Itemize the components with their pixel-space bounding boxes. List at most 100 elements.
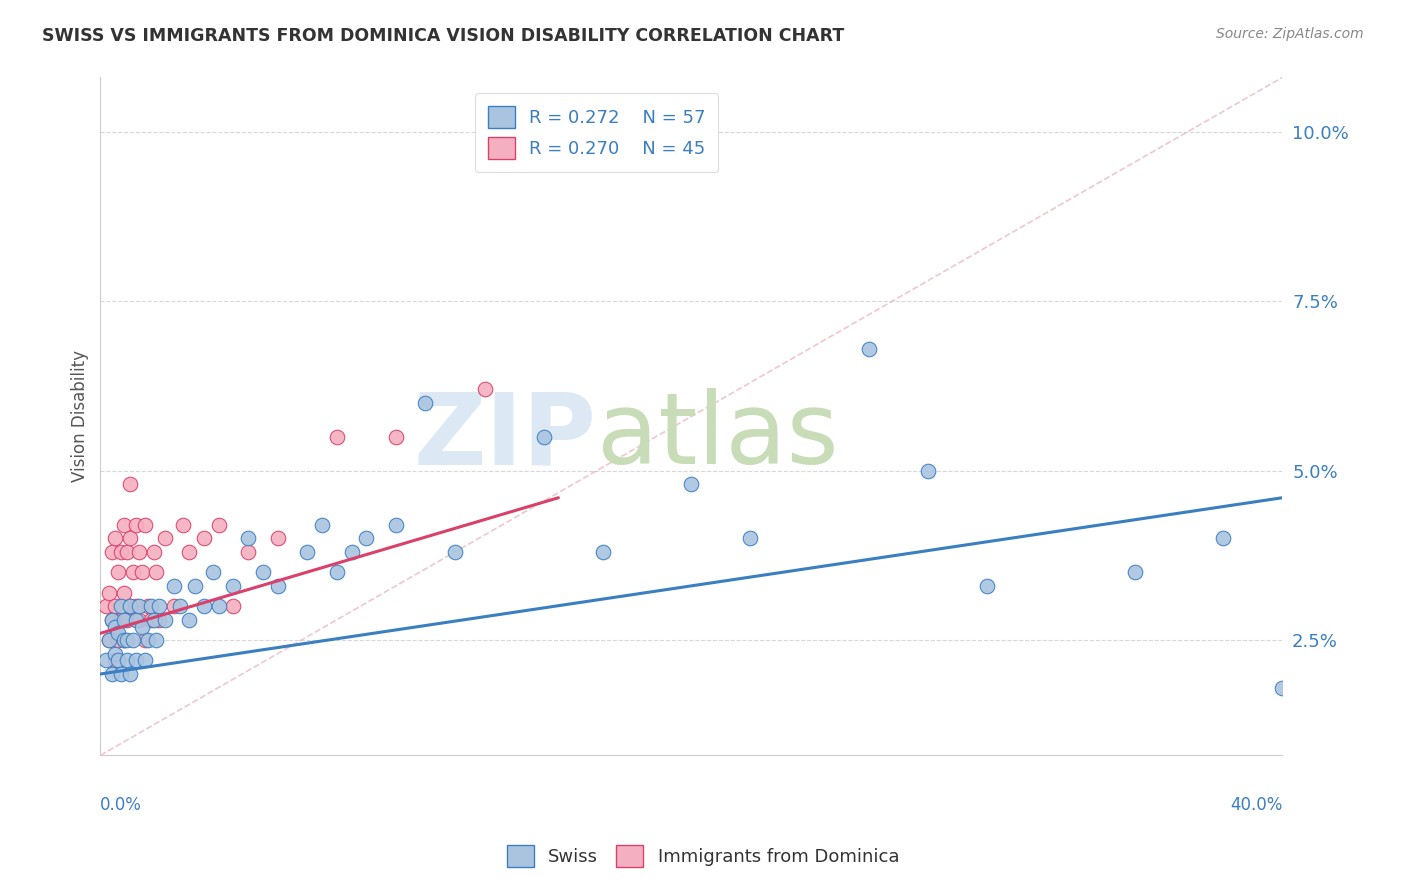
Point: [96, 653, 118, 667]
Text: Source: ZipAtlas.com: Source: ZipAtlas.com: [1216, 27, 1364, 41]
Text: atlas: atlas: [596, 388, 838, 485]
Point: [326, 566, 349, 580]
Point: [101, 613, 124, 627]
Point: [118, 599, 141, 614]
Point: [104, 532, 127, 546]
Point: [385, 430, 408, 444]
Point: [115, 653, 138, 667]
Point: [128, 613, 150, 627]
Point: [115, 613, 138, 627]
Text: ZIP: ZIP: [413, 388, 596, 485]
Point: [96, 599, 118, 614]
Point: [236, 532, 259, 546]
Point: [128, 599, 150, 614]
Point: [172, 517, 194, 532]
Point: [104, 653, 127, 667]
Point: [131, 566, 153, 580]
Point: [98, 633, 121, 648]
Point: [121, 633, 143, 648]
Point: [134, 517, 156, 532]
Point: [118, 599, 141, 614]
Point: [112, 633, 135, 648]
Point: [1212, 532, 1234, 546]
Legend: R = 0.272    N = 57, R = 0.270    N = 45: R = 0.272 N = 57, R = 0.270 N = 45: [475, 94, 718, 171]
Point: [340, 545, 363, 559]
Point: [356, 532, 378, 546]
Point: [444, 545, 467, 559]
Text: 0.0%: 0.0%: [100, 796, 142, 814]
Point: [858, 342, 880, 356]
Point: [104, 619, 127, 633]
Point: [98, 585, 121, 599]
Point: [112, 585, 135, 599]
Point: [533, 430, 555, 444]
Point: [1123, 566, 1146, 580]
Point: [148, 599, 170, 614]
Point: [155, 613, 177, 627]
Text: SWISS VS IMMIGRANTS FROM DOMINICA VISION DISABILITY CORRELATION CHART: SWISS VS IMMIGRANTS FROM DOMINICA VISION…: [42, 27, 845, 45]
Point: [110, 613, 132, 627]
Point: [118, 667, 141, 681]
Point: [266, 532, 288, 546]
Point: [134, 633, 156, 648]
Point: [207, 599, 229, 614]
Point: [592, 545, 614, 559]
Point: [145, 566, 167, 580]
Text: 40.0%: 40.0%: [1230, 796, 1282, 814]
Point: [112, 633, 135, 648]
Point: [193, 532, 215, 546]
Point: [148, 613, 170, 627]
Point: [107, 653, 129, 667]
Point: [118, 477, 141, 491]
Point: [125, 613, 148, 627]
Point: [136, 599, 159, 614]
Point: [134, 653, 156, 667]
Point: [110, 667, 132, 681]
Point: [201, 566, 224, 580]
Point: [136, 633, 159, 648]
Point: [155, 532, 177, 546]
Point: [118, 532, 141, 546]
Point: [142, 545, 165, 559]
Point: [110, 545, 132, 559]
Point: [415, 396, 437, 410]
Point: [474, 382, 496, 396]
Point: [110, 599, 132, 614]
Point: [112, 517, 135, 532]
Point: [107, 633, 129, 648]
Point: [104, 647, 127, 661]
Point: [101, 545, 124, 559]
Point: [1271, 681, 1294, 695]
Point: [112, 613, 135, 627]
Point: [121, 566, 143, 580]
Point: [139, 599, 162, 614]
Point: [131, 619, 153, 633]
Y-axis label: Vision Disability: Vision Disability: [72, 351, 89, 483]
Point: [266, 579, 288, 593]
Point: [104, 599, 127, 614]
Point: [107, 626, 129, 640]
Point: [385, 517, 408, 532]
Point: [917, 464, 939, 478]
Point: [236, 545, 259, 559]
Point: [193, 599, 215, 614]
Point: [145, 633, 167, 648]
Legend: Swiss, Immigrants from Dominica: Swiss, Immigrants from Dominica: [499, 838, 907, 874]
Point: [222, 599, 245, 614]
Point: [326, 430, 349, 444]
Point: [177, 613, 200, 627]
Point: [976, 579, 998, 593]
Point: [740, 532, 762, 546]
Point: [115, 545, 138, 559]
Point: [128, 545, 150, 559]
Point: [101, 613, 124, 627]
Point: [681, 477, 703, 491]
Point: [107, 566, 129, 580]
Point: [295, 545, 318, 559]
Point: [222, 579, 245, 593]
Point: [252, 566, 274, 580]
Point: [139, 613, 162, 627]
Point: [125, 653, 148, 667]
Point: [98, 633, 121, 648]
Point: [184, 579, 207, 593]
